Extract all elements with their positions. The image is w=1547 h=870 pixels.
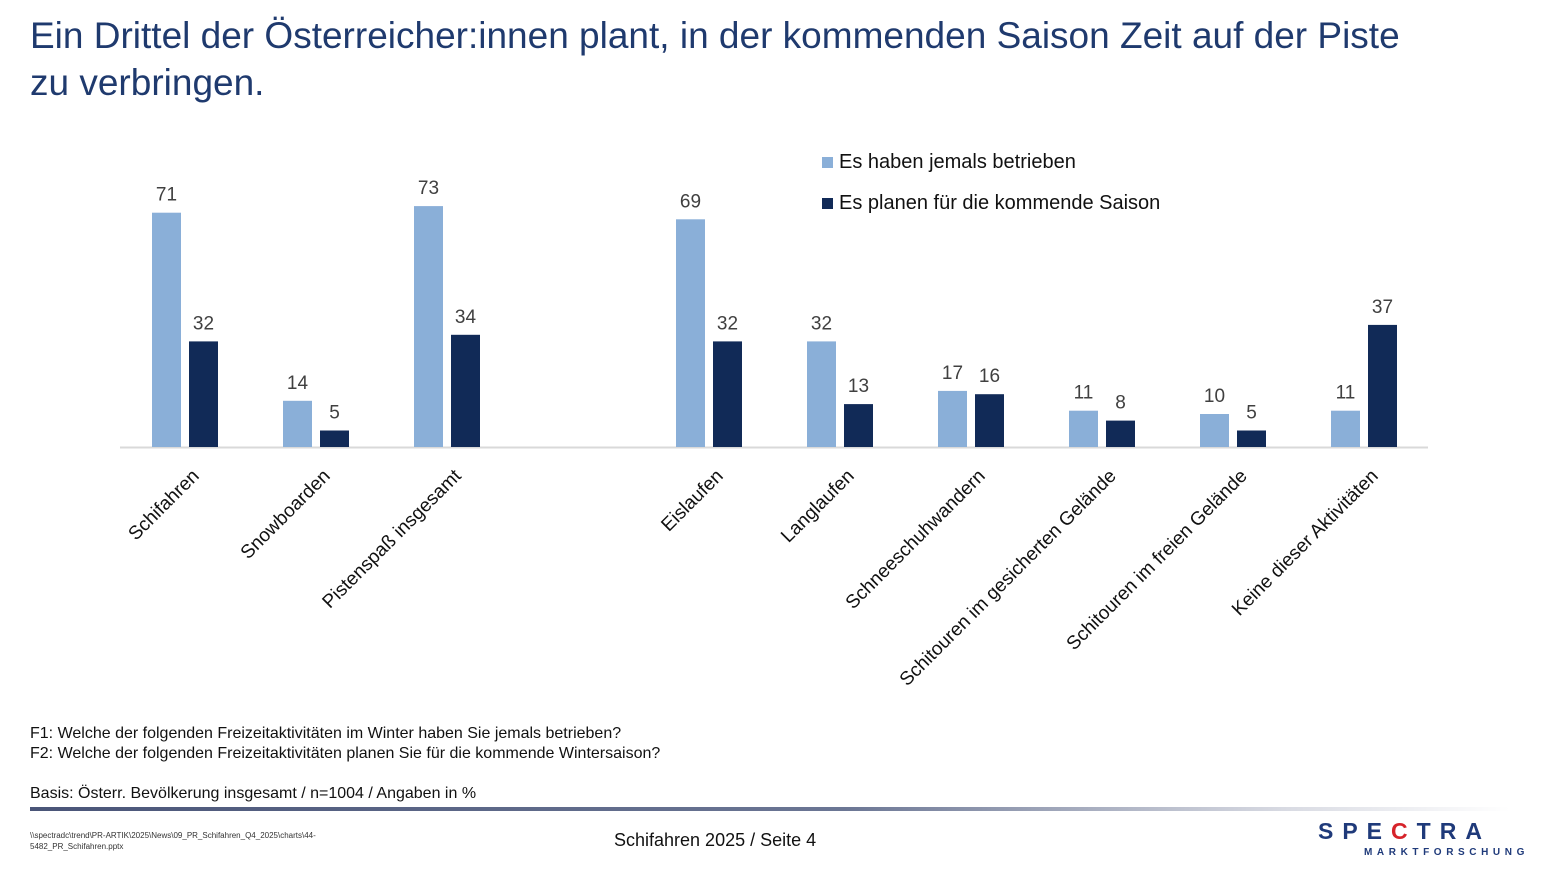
footer-divider (30, 807, 1510, 811)
logo-part-2: TRA (1416, 818, 1491, 844)
bar-ever (414, 206, 443, 447)
bar-planned (844, 404, 873, 447)
category-label: Snowboarden (237, 466, 335, 564)
value-label-planned: 32 (717, 313, 738, 334)
legend-swatch-ever (822, 156, 833, 168)
note-f2: F2: Welche der folgenden Freizeitaktivit… (30, 745, 661, 762)
chart-legend: Es haben jemals betrieben Es planen für … (822, 148, 1160, 230)
page-info: Schifahren 2025 / Seite 4 (614, 830, 817, 850)
value-label-planned: 13 (848, 376, 869, 397)
bars-group (152, 206, 1397, 447)
bar-planned (1237, 430, 1266, 447)
value-label-ever: 73 (418, 178, 439, 199)
bar-planned (975, 394, 1004, 447)
category-label: Keine dieser Aktivitäten (1228, 466, 1383, 621)
value-labels-group: 71 32 14 5 73 34 69 32 32 13 17 16 11 8 10 5 11 37 (156, 178, 1393, 423)
note-basis: Basis: Österr. Bevölkerung insgesamt / n… (30, 785, 477, 802)
value-label-ever: 11 (1074, 383, 1094, 404)
bar-planned (1368, 324, 1397, 447)
category-label: Pistenspaß insgesamt (319, 465, 467, 613)
value-label-ever: 17 (942, 363, 963, 384)
page-title: Ein Drittel der Österreicher:innen plant… (30, 15, 1400, 103)
file-path-line-1: \\spectradc\trend\PR-ARTIK\2025\News\09_… (30, 831, 316, 840)
value-label-planned: 5 (329, 403, 340, 424)
bar-ever (152, 212, 181, 447)
value-label-ever: 32 (811, 313, 832, 334)
bar-planned (713, 341, 742, 447)
legend-label-ever: Es haben jemals betrieben (839, 150, 1076, 173)
legend-swatch-planned (822, 197, 833, 209)
legend-item-ever: Es haben jemals betrieben (822, 148, 1160, 176)
bar-planned (451, 334, 480, 447)
logo-subtitle: MARKTFORSCHUNG (1364, 847, 1529, 858)
bar-planned (189, 341, 218, 447)
value-label-planned: 34 (455, 307, 477, 328)
value-label-ever: 14 (287, 373, 309, 394)
note-f1: F1: Welche der folgenden Freizeitaktivit… (30, 725, 622, 742)
logo-wordmark: SPECTRA (1318, 818, 1528, 845)
value-label-ever: 11 (1336, 383, 1356, 404)
file-path: \\spectradc\trend\PR-ARTIK\2025\News\09_… (30, 830, 370, 852)
category-label: Eislaufen (657, 466, 727, 536)
bar-ever (283, 400, 312, 447)
value-label-planned: 37 (1372, 297, 1393, 318)
value-label-ever: 69 (680, 191, 701, 212)
bar-ever (1331, 410, 1360, 447)
bar-ever (1200, 414, 1229, 447)
legend-label-planned: Es planen für die kommende Saison (839, 191, 1161, 214)
value-label-planned: 32 (193, 313, 214, 334)
logo-arrow-c-icon: C (1391, 818, 1417, 844)
value-label-planned: 16 (979, 366, 1000, 387)
bar-planned (1106, 420, 1135, 447)
category-label: Langlaufen (777, 466, 858, 547)
question-notes: F1: Welche der folgenden Freizeitaktivit… (30, 724, 660, 804)
value-label-ever: 71 (156, 185, 177, 206)
file-path-line-2: 5482_PR_Schifahren.pptx (30, 842, 124, 851)
value-label-planned: 8 (1115, 393, 1126, 414)
value-label-planned: 5 (1246, 403, 1257, 424)
bar-ever (676, 219, 705, 447)
spectra-logo: SPECTRA MARKTFORSCHUNG (1318, 818, 1528, 858)
bar-ever (1069, 410, 1098, 447)
bar-ever (938, 390, 967, 447)
category-label: Schifahren (124, 466, 203, 545)
category-label: Schitouren im gesicherten Gelände (896, 466, 1121, 691)
bar-chart: 71 32 14 5 73 34 69 32 32 13 17 16 11 8 10 5 11 37 Schifa… (120, 178, 1428, 690)
bar-ever (807, 341, 836, 447)
logo-part-1: SPE (1318, 818, 1392, 844)
bar-planned (320, 430, 349, 447)
legend-item-planned: Es planen für die kommende Saison (822, 189, 1160, 217)
category-label: Schneeschuhwandern (842, 466, 990, 614)
value-label-ever: 10 (1204, 386, 1225, 407)
